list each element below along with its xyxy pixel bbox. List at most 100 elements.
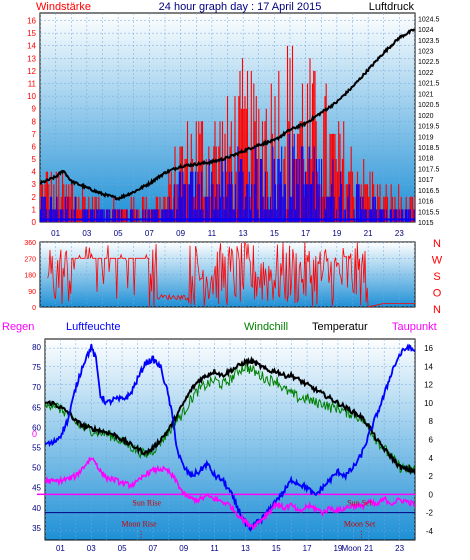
wind-tick-label: 9 <box>32 105 37 114</box>
humidity-tick-label: 50 <box>32 464 41 473</box>
sun-rise-label: Sun Rise <box>132 498 161 507</box>
wind-tick-label: 0 <box>32 218 37 227</box>
temperature-tick-label: 10 <box>424 399 433 408</box>
temperature-x-tick-label: 09 <box>179 544 188 553</box>
humidity-tick-label: 80 <box>32 343 41 352</box>
pressure-tick-label: 1016 <box>418 199 434 206</box>
legend-luftfeuchte: Luftfeuchte <box>66 321 120 333</box>
wind-x-tick-label: 11 <box>208 229 217 238</box>
temperature-x-tick-label: 23 <box>395 544 404 553</box>
pressure-series <box>40 28 415 202</box>
direction-degree-label: 180 <box>24 273 36 280</box>
direction-compass-label: O <box>433 288 442 300</box>
pressure-tick-label: 1015.5 <box>418 209 440 216</box>
pressure-axis-title: Luftdruck <box>369 1 415 13</box>
temperature-x-tick-label: 03 <box>87 544 96 553</box>
sun-moon-events: Sun Rise Moon Rise Sun Set Moon Set Moon <box>37 493 376 553</box>
temperature-tick-label: 0 <box>429 490 434 499</box>
humidity-tick-label: 40 <box>32 504 41 513</box>
direction-degree-labels: 0 90 180 270 360 <box>24 240 36 312</box>
pressure-tick-label: 1015 <box>418 220 434 227</box>
wind-direction-line <box>47 242 415 307</box>
pressure-line <box>40 28 415 202</box>
pressure-tick-label: 1024.5 <box>418 16 440 23</box>
temperature-x-tick-label: 01 <box>56 544 65 553</box>
pressure-tick-label: 1017 <box>418 177 434 184</box>
wind-tick-label: 6 <box>32 142 37 151</box>
temperature-x-tick-label: 11 <box>210 544 219 553</box>
pressure-tick-label: 1023.5 <box>418 38 440 45</box>
humidity-tick-label: 60 <box>32 423 41 432</box>
pressure-tick-label: 1021.5 <box>418 81 440 88</box>
wind-tick-label: 1 <box>32 205 37 214</box>
direction-degree-label: 270 <box>24 256 36 263</box>
direction-compass-label: N <box>433 304 441 316</box>
moon-x-label: Moon <box>341 544 361 553</box>
wind-tick-label: 13 <box>27 54 36 63</box>
pressure-tick-label: 1018.5 <box>418 145 440 152</box>
humidity-tick-label: 35 <box>32 524 41 533</box>
wind-tick-label: 5 <box>32 155 37 164</box>
humidity-tick-label: 55 <box>32 444 41 453</box>
pressure-tick-label: 1022.5 <box>418 59 440 66</box>
wind-x-tick-label: 15 <box>270 229 279 238</box>
pressure-tick-label: 1024 <box>418 27 434 34</box>
wind-series <box>40 45 415 222</box>
wind-low-bars <box>40 133 415 222</box>
temperature-tick-label: 14 <box>424 362 433 371</box>
humidity-line <box>45 343 415 532</box>
direction-degree-label: 360 <box>24 240 36 247</box>
wind-x-tick-label: 19 <box>332 229 341 238</box>
legend-temperatur: Temperatur <box>312 321 368 333</box>
wind-tick-label: 14 <box>27 42 36 51</box>
direction-compass-label: N <box>433 238 441 250</box>
wind-direction-series <box>47 242 415 307</box>
dewpoint-line <box>45 456 415 531</box>
wind-axis-title: Windstärke <box>36 1 91 13</box>
wind-tick-label: 12 <box>27 67 36 76</box>
temperature-line <box>45 355 415 475</box>
temperature-tick-label: 4 <box>429 454 434 463</box>
wind-x-tick-label: 23 <box>395 229 404 238</box>
wind-tick-label: 16 <box>27 17 36 26</box>
pressure-tick-label: 1018 <box>418 156 434 163</box>
wind-x-tick-label: 21 <box>364 229 373 238</box>
wind-tick-label: 11 <box>28 80 37 89</box>
pressure-tick-label: 1021 <box>418 91 434 98</box>
wind-tick-label: 10 <box>27 92 36 101</box>
legend-regen: Regen <box>2 321 34 333</box>
wind-x-tick-label: 01 <box>51 229 60 238</box>
moon-set-label: Moon Set <box>344 519 376 528</box>
wind-pressure-x-tick-labels: 01 03 05 07 09 11 13 15 17 19 21 23 <box>51 229 404 238</box>
temperature-x-tick-label: 19 <box>333 544 342 553</box>
chart-title: 24 hour graph day : 17 April 2015 <box>159 1 322 13</box>
humidity-tick-label: 75 <box>32 363 41 372</box>
humidity-tick-label: 45 <box>32 484 41 493</box>
pressure-tick-label: 1019 <box>418 134 434 141</box>
humidity-tick-labels: 35 40 45 50 55 60 65 70 75 80 <box>32 343 41 533</box>
temperature-tick-label: 16 <box>424 344 433 353</box>
direction-degree-label: 0 <box>32 305 36 312</box>
sun-set-label: Sun Set <box>347 498 372 507</box>
wind-x-tick-label: 05 <box>114 229 123 238</box>
direction-compass-label: S <box>433 271 440 283</box>
temperature-tick-label: 12 <box>424 381 433 390</box>
temperature-x-tick-label: 07 <box>148 544 157 553</box>
temperature-tick-label: 2 <box>429 472 434 481</box>
pressure-tick-label: 1017.5 <box>418 166 440 173</box>
pressure-tick-label: 1019.5 <box>418 124 440 131</box>
moon-rise-label: Moon Rise <box>121 519 157 528</box>
wind-x-tick-label: 03 <box>82 229 91 238</box>
wind-x-tick-label: 09 <box>176 229 185 238</box>
temperature-x-tick-labels: 01 03 05 07 09 11 13 15 17 19 21 23 <box>56 544 405 553</box>
temperature-tick-label: 8 <box>429 417 434 426</box>
humidity-tick-label: 70 <box>32 383 41 392</box>
pressure-tick-label: 1022 <box>418 70 434 77</box>
temperature-tick-label: 6 <box>429 436 434 445</box>
humidity-tick-label: 65 <box>32 403 41 412</box>
temperature-x-tick-label: 15 <box>272 544 281 553</box>
temperature-series <box>45 343 415 532</box>
